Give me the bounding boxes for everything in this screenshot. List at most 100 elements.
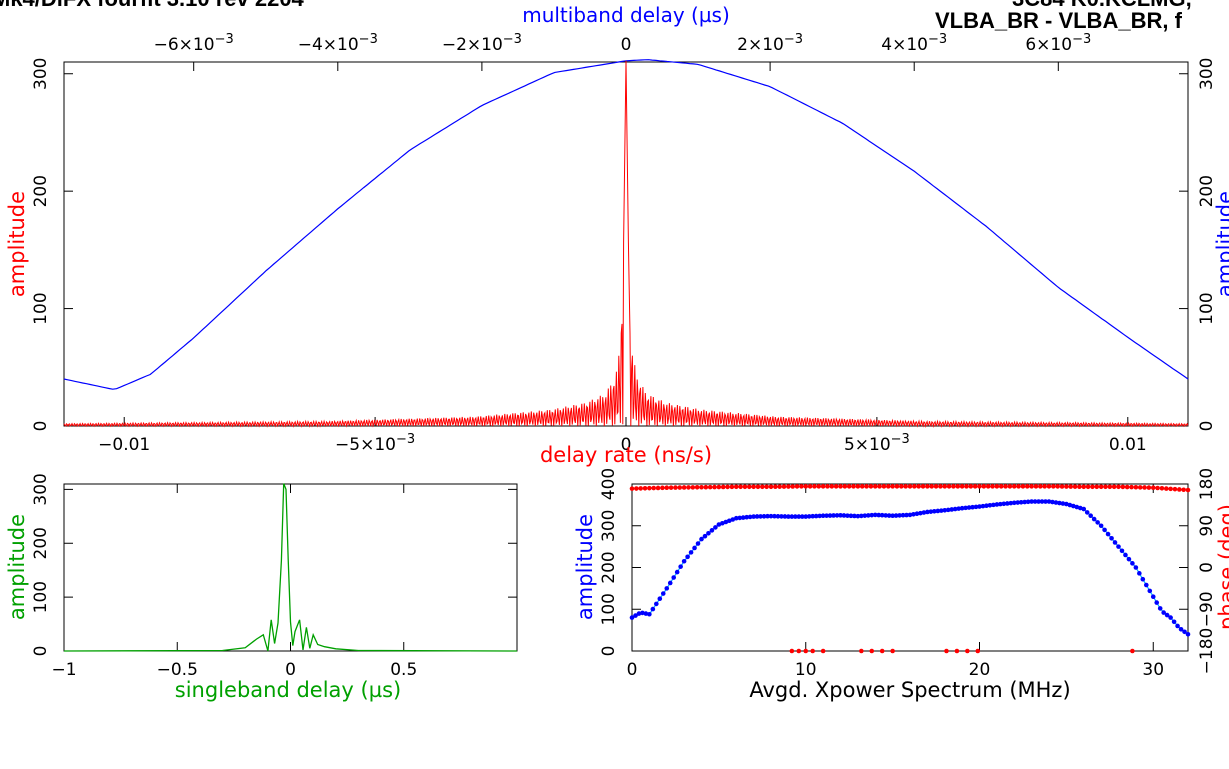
- xp-phase-point: [851, 484, 856, 489]
- xp-phase-point: [920, 484, 926, 489]
- xp-amplitude-point: [1095, 520, 1100, 525]
- multiband-delay-series: [63, 59, 1189, 390]
- xp-amplitude-point: [1123, 552, 1128, 558]
- xp-phase-point: [1064, 484, 1069, 489]
- xp-amplitude-point: [911, 512, 916, 517]
- xp-phase-point: [890, 484, 895, 489]
- xp-phase-point: [720, 484, 726, 490]
- xp-amplitude-point: [671, 575, 676, 580]
- xp-phase-point: [742, 484, 748, 490]
- xp-phase-point: [1155, 485, 1160, 491]
- xp-phase-point: [1007, 484, 1013, 489]
- xp-amplitude-point: [758, 514, 763, 519]
- xp-phase-point: [1081, 484, 1087, 490]
- xp-amplitude-point: [886, 513, 892, 518]
- xp-amplitude-point: [1036, 499, 1041, 504]
- xp-amplitude-point: [730, 517, 736, 522]
- xp-phase-point: [746, 484, 752, 490]
- xp-amplitude-point: [629, 615, 635, 620]
- xp-amplitude-point: [817, 513, 822, 519]
- xp-phase-point: [916, 484, 921, 489]
- xp-amplitude-point: [1053, 500, 1059, 505]
- xp-phase-point: [677, 485, 683, 490]
- x-top-tick-label: −4×10−3: [298, 32, 378, 55]
- xp-amplitude-label: amplitude: [573, 514, 597, 620]
- xp-phase-point: [929, 484, 935, 489]
- xp-amplitude-point: [751, 514, 756, 519]
- xp-amplitude-point: [841, 513, 847, 518]
- xp-amplitude-point: [744, 514, 749, 520]
- xp-amplitude-point: [852, 513, 857, 519]
- xp-amplitude-point: [699, 536, 704, 542]
- xp-amplitude-point: [747, 514, 753, 520]
- xp-phase-point: [664, 485, 670, 491]
- xp-phase-point: [668, 485, 674, 490]
- xp-phase-point: [1098, 484, 1104, 490]
- header-right-line1: 3C84 K0.KCLMG,: [1012, 0, 1192, 12]
- xp-x-tick-label: 0: [627, 660, 638, 680]
- xp-phase-point: [760, 484, 765, 490]
- xp-amplitude-point: [876, 512, 882, 518]
- xp-amplitude-point: [737, 515, 743, 521]
- xp-phase-point: [703, 484, 709, 490]
- xp-phase-wrapped-point: [789, 648, 795, 654]
- xp-phase-point: [1051, 484, 1056, 489]
- xp-amplitude-point: [907, 512, 913, 518]
- sb-x-tick-label: 0: [285, 660, 296, 680]
- xp-amplitude-point: [1116, 544, 1121, 549]
- xp-phase-point: [781, 484, 787, 489]
- xp-amplitude-point: [706, 530, 711, 536]
- xp-phase-point: [825, 484, 830, 489]
- xp-phase-point: [820, 484, 826, 489]
- xp-phase-point: [951, 484, 956, 489]
- xp-phase-point: [638, 486, 643, 491]
- xp-amplitude-point: [824, 513, 829, 518]
- xp-amplitude-point: [647, 611, 652, 617]
- x-top-tick-label: −2×10−3: [442, 32, 522, 55]
- xp-amplitude-point: [786, 514, 791, 519]
- xp-phase-point: [1059, 484, 1065, 489]
- xp-amplitude-point: [768, 513, 774, 519]
- xp-phase-point: [647, 485, 652, 491]
- sb-y-tick-label: 0: [31, 646, 51, 657]
- xp-amplitude-point: [914, 511, 920, 517]
- xp-phase-point: [972, 484, 978, 489]
- xp-amplitude-point: [827, 513, 833, 518]
- xp-phase-point: [842, 484, 848, 489]
- xp-phase-point: [729, 484, 735, 490]
- xp-amplitude-point: [1046, 499, 1052, 504]
- xp-amplitude-point: [664, 586, 670, 591]
- xp-amplitude-point: [654, 601, 659, 607]
- xp-phase-point: [1072, 484, 1078, 489]
- xp-phase-point: [885, 484, 891, 489]
- xp-amplitude-point: [1018, 499, 1024, 505]
- xp-phase-point: [994, 484, 1000, 489]
- xp-amplitude-point: [1043, 499, 1048, 504]
- xp-phase-wrapped-point: [810, 648, 815, 654]
- xp-phase-point: [712, 484, 717, 490]
- xp-y-tick-label: 400: [599, 468, 619, 500]
- xp-amplitude-point: [952, 506, 958, 512]
- xp-phase-point: [894, 484, 900, 489]
- xp-amplitude-point: [793, 514, 798, 519]
- xp-phase-point: [942, 484, 948, 489]
- xp-amplitude-point: [633, 613, 638, 618]
- xp-amplitude-point: [1119, 548, 1125, 554]
- xp-amplitude-point: [678, 564, 683, 569]
- xp-amplitude-point: [789, 514, 795, 519]
- x-top-tick-label: 4×10−3: [881, 32, 947, 55]
- xp-phase-point: [1003, 484, 1008, 489]
- xp-amplitude-point: [636, 611, 642, 616]
- xp-amplitude-point: [883, 513, 888, 518]
- xp-amplitude-point: [866, 513, 871, 518]
- xp-phase-point: [629, 486, 635, 491]
- xp-amplitude-point: [813, 513, 819, 519]
- xp-phase-point: [998, 484, 1004, 489]
- xp-phase-point: [864, 484, 869, 489]
- xp-phase-point: [981, 484, 987, 489]
- xp-phase-point: [694, 485, 700, 490]
- xp-amplitude-point: [1161, 610, 1166, 615]
- xp-y-right-tick-label: 0: [1197, 562, 1217, 573]
- xp-amplitude-point: [831, 513, 836, 518]
- xp-amplitude-point: [1029, 499, 1034, 504]
